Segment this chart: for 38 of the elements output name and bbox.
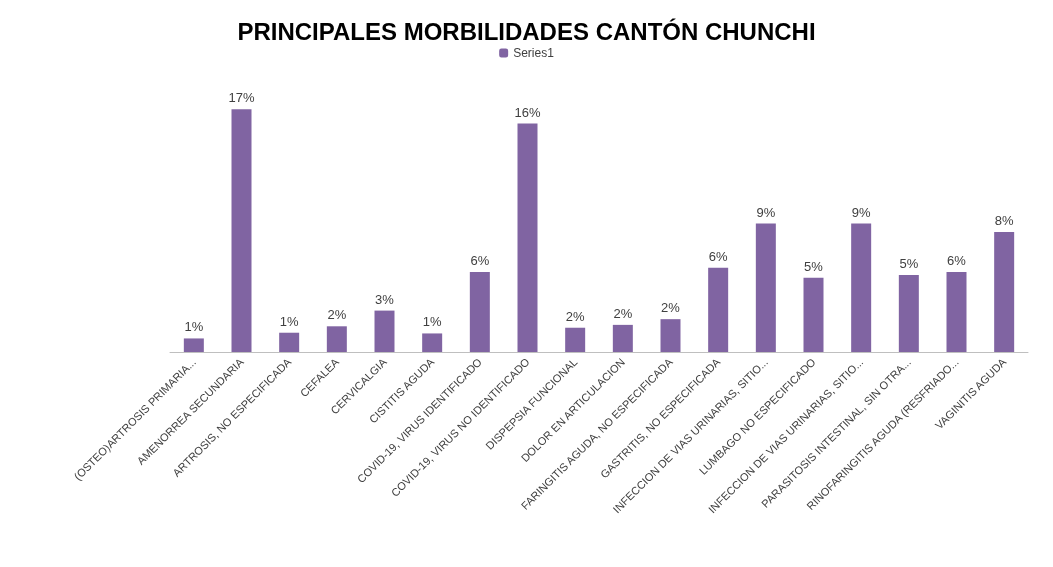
bar (660, 319, 681, 352)
bar (326, 326, 347, 352)
data-label: 6% (708, 248, 728, 264)
bar (469, 272, 490, 352)
data-label: 9% (756, 204, 776, 220)
bar (612, 324, 633, 352)
chart-title: PRINCIPALES MORBILIDADES CANTÓN CHUNCHI (237, 17, 816, 45)
data-label: 1% (184, 319, 204, 335)
bar (803, 277, 824, 352)
bar (183, 338, 204, 352)
bar (851, 223, 872, 352)
data-label: 2% (613, 305, 633, 321)
data-label: 9% (851, 204, 871, 220)
data-label: 2% (565, 308, 585, 324)
bar (994, 232, 1015, 352)
data-label: 5% (804, 258, 824, 274)
bar (422, 333, 443, 352)
bar (374, 310, 395, 352)
bar (946, 272, 967, 352)
data-label: 3% (375, 291, 395, 307)
data-label: 16% (514, 104, 541, 120)
bar (755, 223, 776, 352)
data-label: 2% (661, 300, 681, 316)
legend-label: Series1 (513, 46, 555, 60)
data-label: 6% (470, 253, 490, 269)
bar (517, 123, 538, 352)
data-label: 1% (279, 313, 299, 329)
bar (231, 109, 252, 352)
data-label: 8% (994, 213, 1014, 229)
bar (565, 327, 586, 352)
data-label: 17% (228, 90, 255, 106)
data-label: 5% (899, 255, 919, 271)
bar (708, 267, 729, 352)
bar (898, 274, 919, 352)
bar (279, 332, 300, 352)
data-label: 2% (327, 307, 347, 323)
data-label: 1% (422, 314, 442, 330)
data-label: 6% (947, 253, 967, 269)
